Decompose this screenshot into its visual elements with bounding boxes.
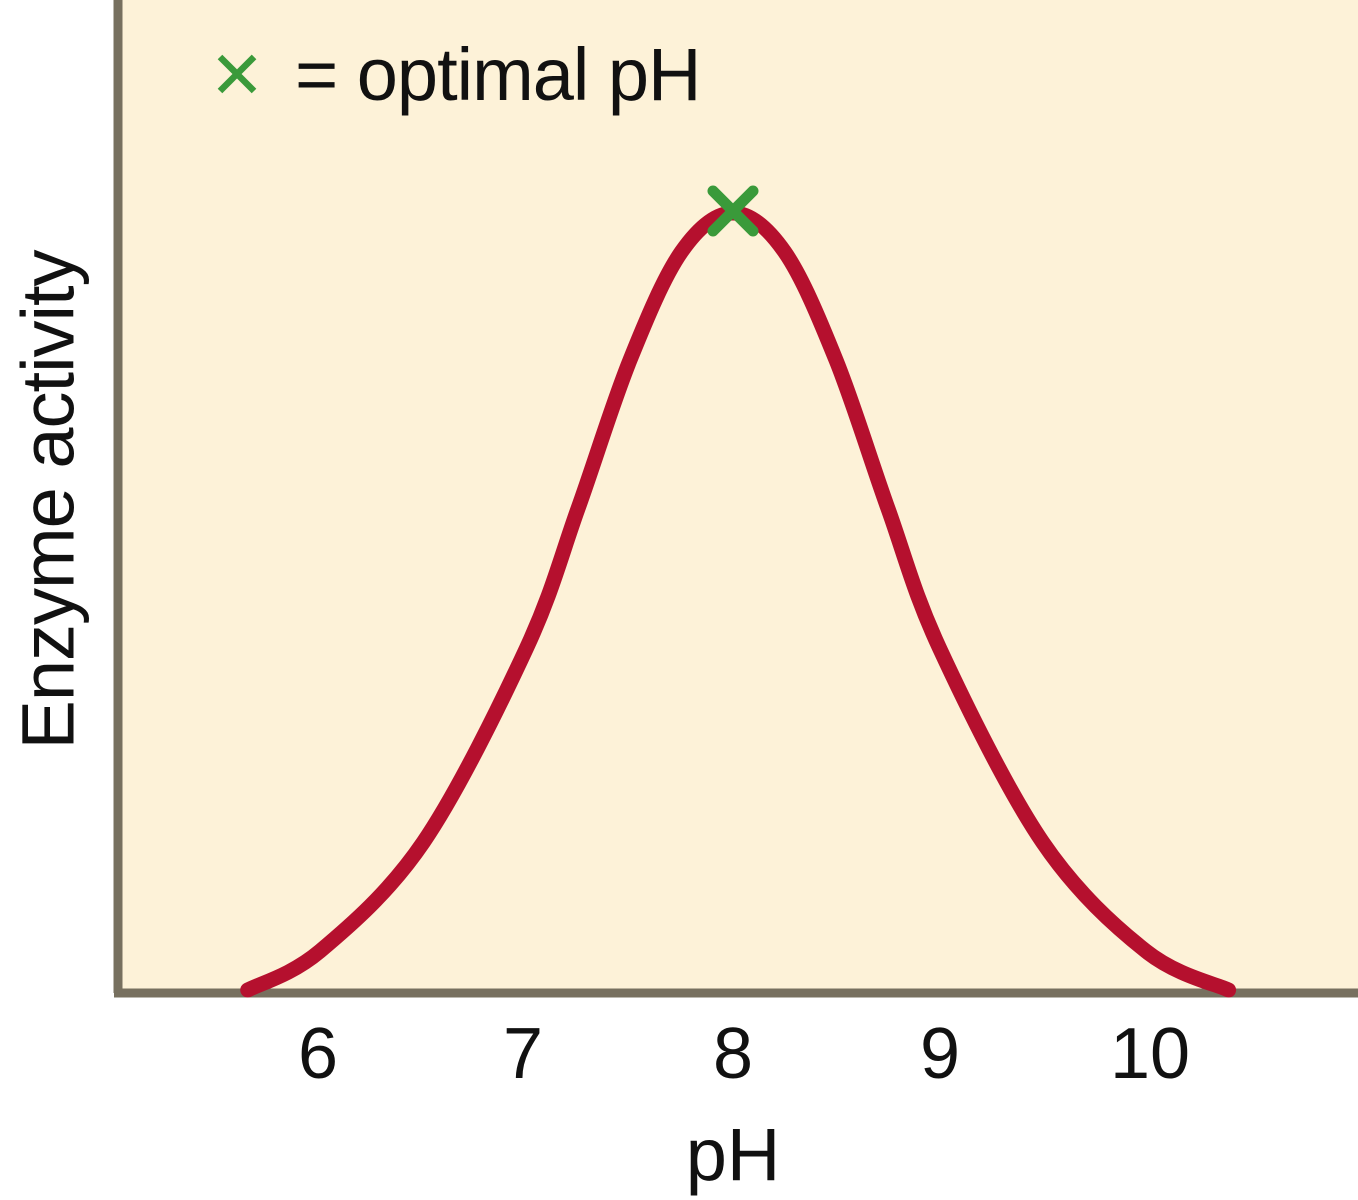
y-axis-label: Enzyme activity [6, 250, 90, 750]
plot-area [118, 0, 1358, 993]
x-tick-7: 7 [502, 1014, 544, 1094]
x-tick-6: 6 [297, 1014, 339, 1094]
x-tick-10: 10 [1109, 1014, 1191, 1094]
legend-label: = optimal pH [295, 33, 701, 116]
x-marker-icon: ✕ [209, 38, 265, 112]
optimal-ph-marker-icon [707, 185, 759, 237]
legend: ✕ = optimal pH [205, 30, 701, 120]
x-tick-9: 9 [919, 1014, 961, 1094]
x-axis-label: pH [685, 1113, 781, 1196]
x-tick-8: 8 [712, 1014, 754, 1094]
enzyme-activity-curve [240, 205, 1237, 998]
